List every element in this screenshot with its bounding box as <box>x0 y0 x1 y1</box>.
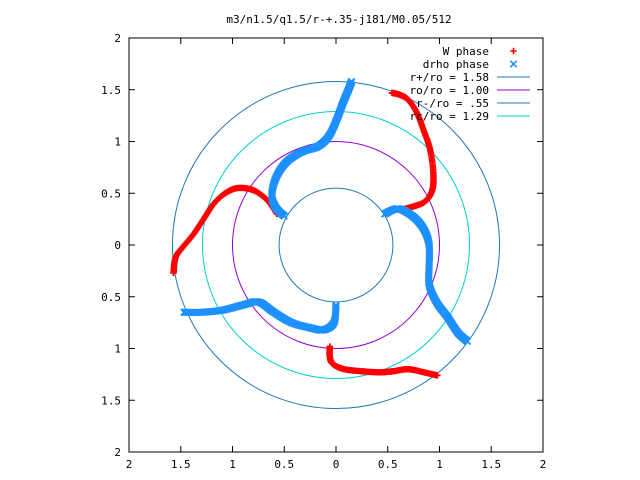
y-tick-label: 1 <box>114 343 121 356</box>
x-tick-label: 2 <box>540 458 547 471</box>
x-tick-label: 1 <box>436 458 443 471</box>
y-tick-label: 2 <box>114 32 121 45</box>
y-tick-label: 2 <box>114 446 121 459</box>
circle-series <box>232 141 440 349</box>
y-tick-label: 1.5 <box>101 84 121 97</box>
drho-phase-point <box>280 212 289 220</box>
data-points <box>170 77 472 379</box>
w-phase-point <box>434 372 441 379</box>
chart-title: m3/n1.5/q1.5/r-+.35-j181/M0.05/512 <box>226 13 451 26</box>
y-tick-label: 0 <box>114 239 121 252</box>
y-tick-label: 1.5 <box>101 394 121 407</box>
drho-phase-point <box>463 337 472 346</box>
legend-label: W phase <box>443 45 489 58</box>
x-tick-label: 1.5 <box>171 458 191 471</box>
legend-marker <box>509 60 518 68</box>
x-tick-label: 1 <box>229 458 236 471</box>
x-tick-label: 0 <box>333 458 340 471</box>
y-tick-label: 0.5 <box>101 291 121 304</box>
legend-label: rc/ro = 1.29 <box>410 110 489 123</box>
axis-ticks: 2 1.5 1 0.5 0 0.5 1 1.5 221.510.500.511.52 <box>101 32 546 471</box>
reference-circles <box>171 80 501 410</box>
circle-series <box>278 187 394 303</box>
circle-series <box>171 80 501 410</box>
drho-phase-point <box>332 301 340 309</box>
x-tick-label: 1.5 <box>481 458 501 471</box>
legend-label: r-/ro = .55 <box>416 97 489 110</box>
y-tick-label: 1 <box>114 136 121 149</box>
legend-label: ro/ro = 1.00 <box>410 84 489 97</box>
y-tick-label: 0.5 <box>101 187 121 200</box>
x-tick-label: 2 <box>126 458 133 471</box>
x-tick-label: 0.5 <box>274 458 294 471</box>
legend-label: r+/ro = 1.58 <box>410 71 489 84</box>
legend-label: drho phase <box>423 58 489 71</box>
legend-marker <box>510 47 517 55</box>
x-tick-label: 0.5 <box>378 458 398 471</box>
